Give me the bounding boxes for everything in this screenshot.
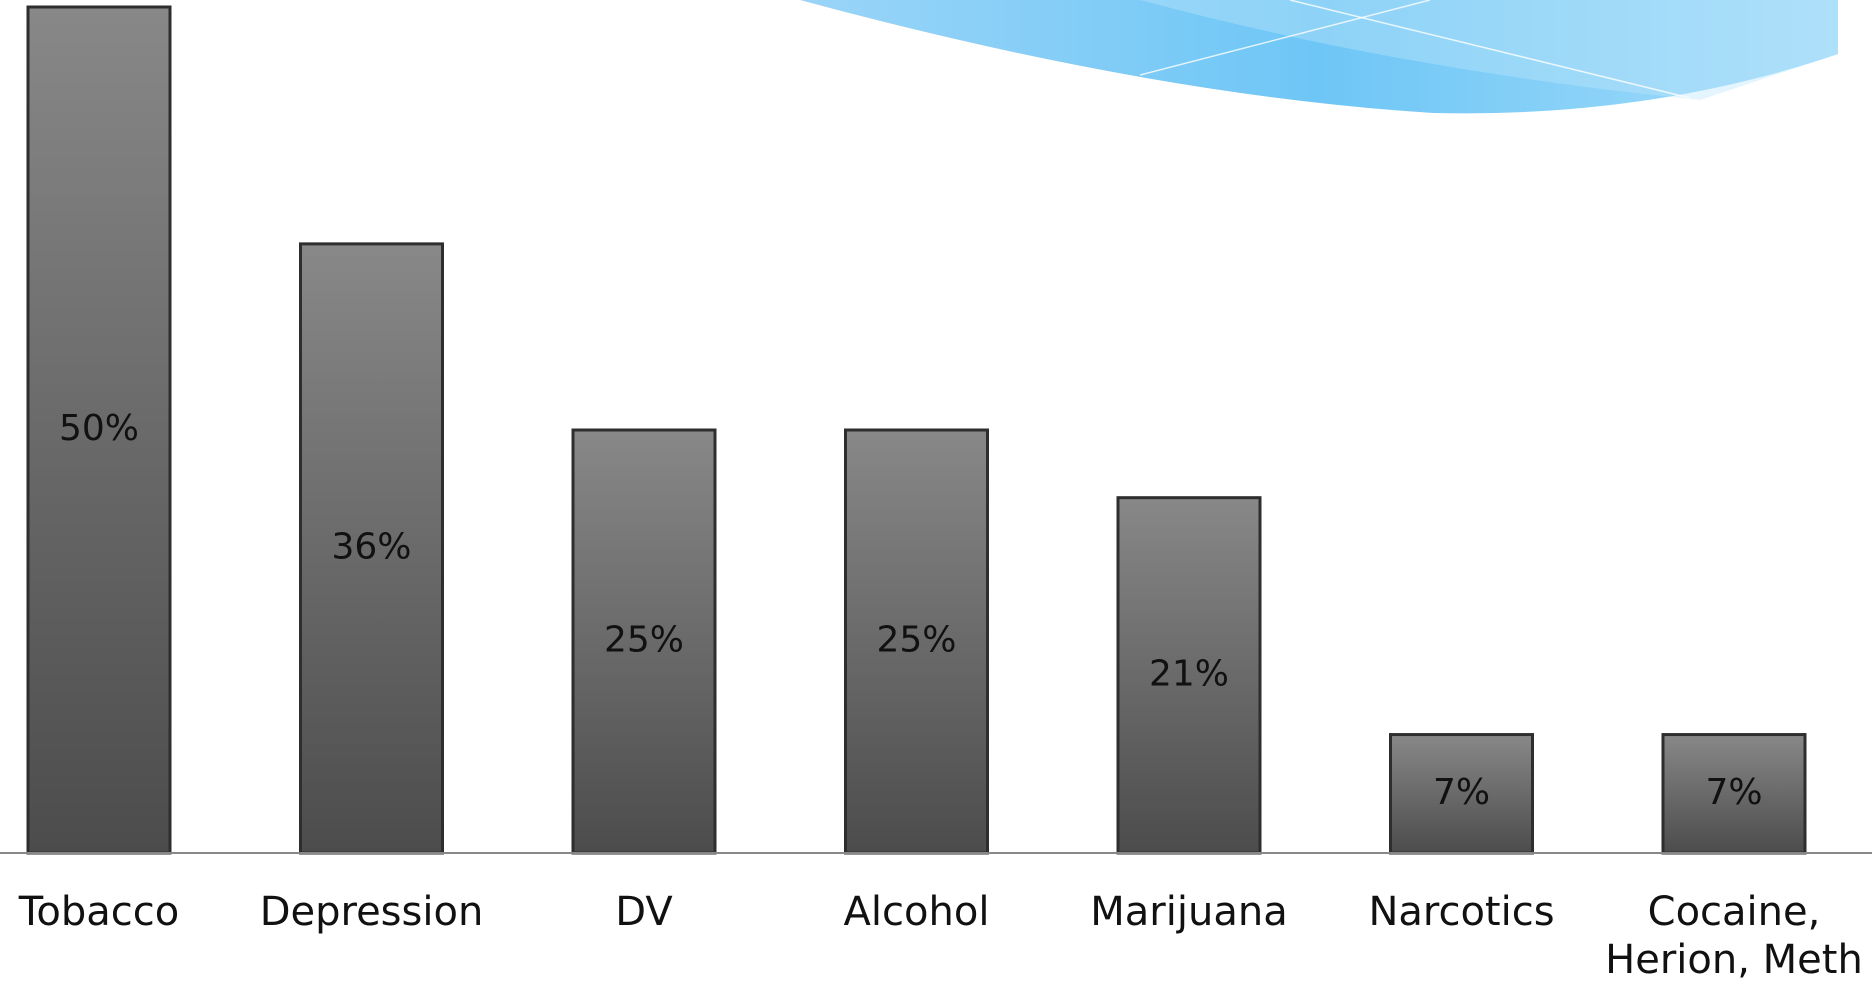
value-label: 21%: [1149, 653, 1229, 694]
bar: [844, 428, 989, 855]
x-tick-label: Depression: [259, 889, 484, 935]
value-label: 25%: [604, 620, 684, 661]
x-tick-label: Cocaine, Herion, Meth: [1605, 889, 1863, 983]
bar: [571, 428, 717, 855]
x-tick-label: Marijuana: [1090, 889, 1288, 935]
x-tick-label: Tobacco: [18, 889, 180, 935]
x-tick-label: DV: [615, 889, 673, 935]
bar: [299, 242, 444, 855]
value-label: 25%: [876, 620, 956, 661]
value-label: 36%: [331, 526, 411, 567]
x-tick-label: Alcohol: [843, 889, 990, 935]
value-label: 7%: [1705, 772, 1762, 813]
bar: [1661, 733, 1807, 855]
decoration: [800, 0, 1838, 114]
bar: [1389, 733, 1534, 855]
value-label: 50%: [59, 408, 139, 449]
bar: [26, 5, 172, 855]
x-tick-label: Narcotics: [1368, 889, 1555, 935]
value-label: 7%: [1433, 772, 1490, 813]
bar: [1116, 496, 1262, 855]
